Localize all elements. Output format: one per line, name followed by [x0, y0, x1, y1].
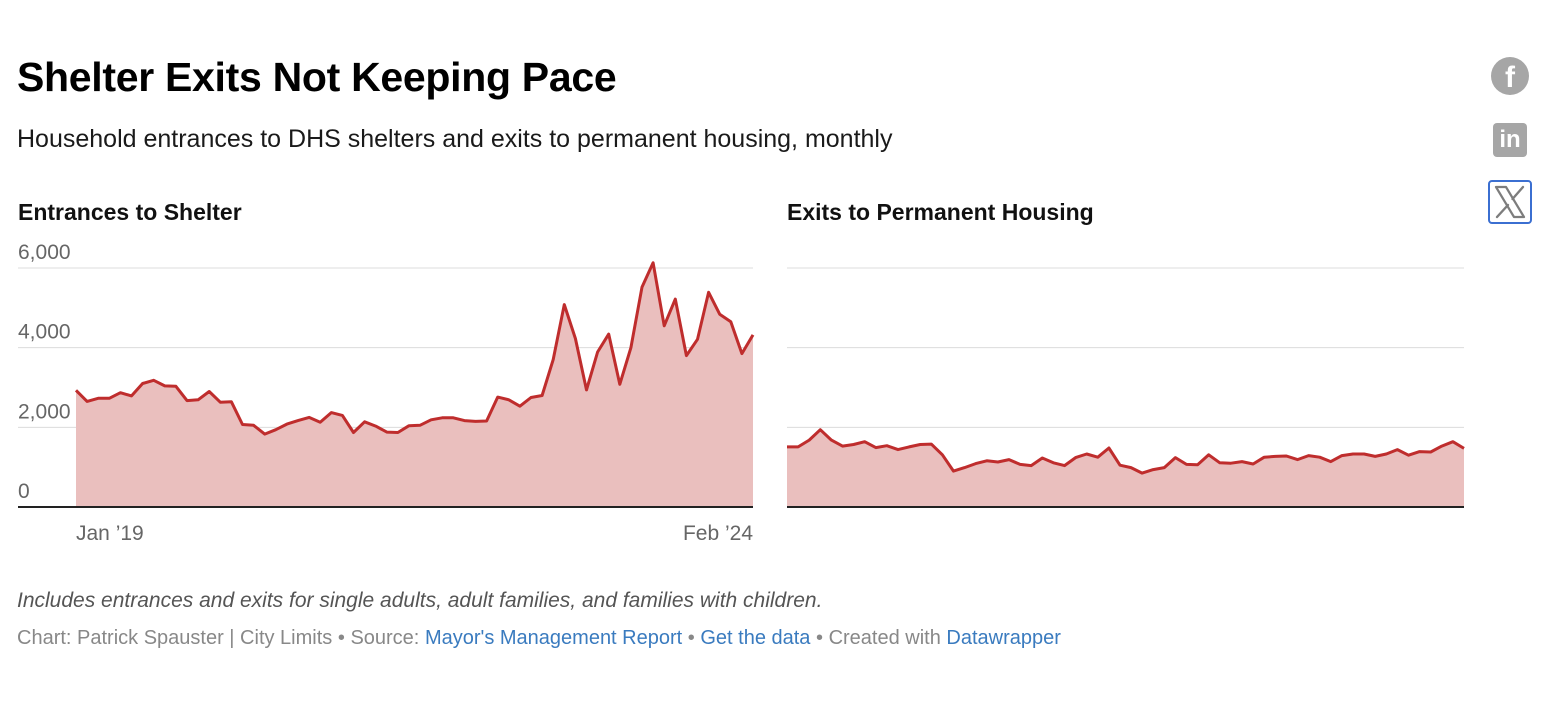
chart-panel-2: Exits to Permanent Housing — [787, 199, 1465, 508]
y-tick-label: 4,000 — [18, 321, 71, 344]
y-tick-label: 0 — [18, 480, 30, 503]
x-tick-label: Jan ’19 — [76, 522, 144, 545]
get-the-data-link[interactable]: Get the data — [700, 627, 811, 649]
chart-title: Shelter Exits Not Keeping Pace — [17, 54, 617, 100]
facebook-icon: f — [1491, 57, 1529, 95]
x-tick-label: Feb ’24 — [683, 522, 753, 545]
footer-separator: • — [337, 627, 345, 649]
footer-separator: • — [815, 627, 823, 649]
chart-footer: Chart: Patrick Spauster | City Limits • … — [17, 625, 1061, 651]
panel-title: Entrances to Shelter — [18, 199, 242, 225]
charts-svg: Entrances to Shelter 0 2,000 4,000 6,000 Jan … — [18, 199, 1465, 545]
charts-area: Entrances to Shelter 0 2,000 4,000 6,000 Jan … — [0, 190, 1480, 560]
source-link[interactable]: Mayor's Management Report — [424, 627, 683, 649]
y-tick-label: 2,000 — [18, 400, 71, 423]
y-tick-label: 6,000 — [18, 241, 71, 264]
credit-text: Chart: Patrick Spauster | City Limits — [17, 627, 333, 649]
source-label: Source: — [350, 627, 420, 649]
chart-subtitle: Household entrances to DHS shelters and … — [17, 125, 893, 153]
chart-panel-1: Entrances to Shelter 0 2,000 4,000 6,000 Jan … — [18, 199, 755, 545]
x-share-button[interactable] — [1488, 180, 1532, 224]
facebook-share-button[interactable]: f — [1488, 54, 1532, 98]
panel-title: Exits to Permanent Housing — [787, 199, 1094, 225]
linkedin-share-button[interactable]: in — [1488, 118, 1532, 162]
series-line — [74, 261, 755, 436]
created-with-label: Created with — [828, 627, 941, 649]
series-area — [76, 262, 753, 507]
chart-notes: Includes entrances and exits for single … — [17, 589, 823, 612]
x-icon — [1494, 185, 1526, 219]
datawrapper-link[interactable]: Datawrapper — [946, 627, 1061, 649]
linkedin-icon: in — [1493, 123, 1527, 157]
footer-separator: • — [687, 627, 695, 649]
series-line — [787, 428, 1465, 475]
series-area — [787, 429, 1464, 507]
